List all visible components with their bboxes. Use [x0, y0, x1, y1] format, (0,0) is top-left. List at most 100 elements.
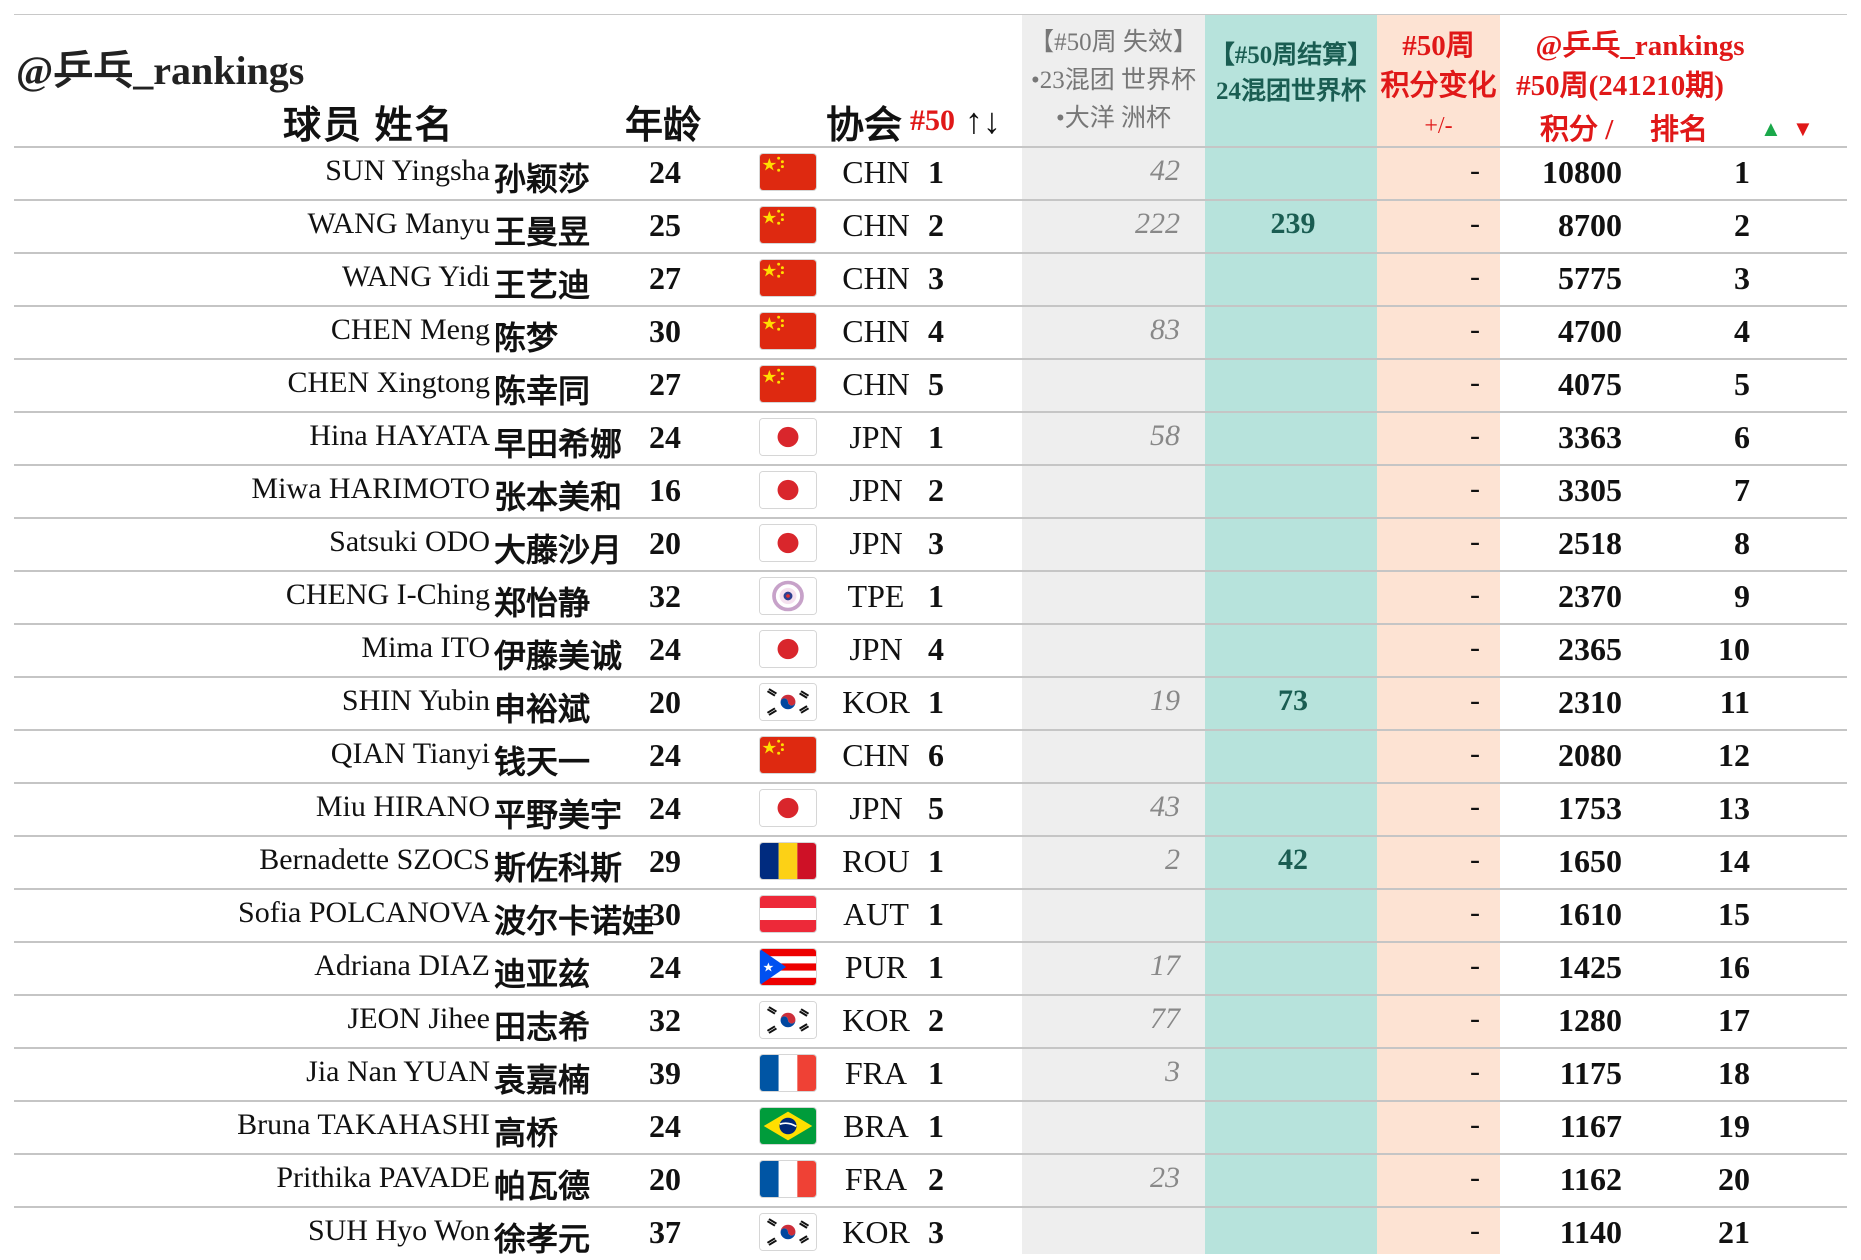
- world-rank: 10: [1718, 631, 1750, 667]
- table-row: Satsuki ODO 大藤沙月 20 JPN 3 - 2518 8: [0, 517, 1861, 570]
- expire-header-line: •大洋 洲杯: [1055, 105, 1171, 132]
- table-row: WANG Manyu 王曼昱 25 CHN 2 222 239-8700 2: [0, 199, 1861, 252]
- japan-flag-icon: [760, 525, 816, 561]
- world-rank: 6: [1734, 419, 1750, 455]
- table-row: SUN Yingsha 孙颖莎 24 CHN 1 42 - 10800 1: [0, 146, 1861, 199]
- ranking-points: 8700: [1558, 207, 1622, 243]
- player-name: Prithika PAVADE: [276, 1161, 490, 1194]
- player-name-cn: 帕瓦德: [494, 1168, 591, 1204]
- association-rank: 2: [928, 207, 944, 243]
- player-name: JEON Jihee: [347, 1002, 490, 1035]
- association-rank: 1: [928, 1055, 944, 1091]
- player-name-cn: 波尔卡诺娃: [494, 903, 655, 939]
- player-age: 24: [649, 154, 681, 190]
- points-change: -: [1470, 1214, 1480, 1247]
- table-row: QIAN Tianyi 钱天一 24 CHN 6 - 2080 12: [0, 729, 1861, 782]
- points-change: -: [1470, 366, 1480, 399]
- world-rank: 7: [1734, 472, 1750, 508]
- expire-header-line: 【#50周 失效】: [1029, 29, 1198, 56]
- points-change: -: [1470, 790, 1480, 823]
- source-handle: @乒乓_rankings: [16, 48, 305, 93]
- player-name-cn: 陈梦: [494, 320, 559, 356]
- table-row: Miwa HARIMOTO 张本美和 16 JPN 2 - 3305 7: [0, 464, 1861, 517]
- player-name-cn: 早田希娜: [494, 426, 623, 462]
- expiring-points: 222: [1135, 207, 1180, 240]
- player-age: 30: [649, 313, 681, 349]
- ranking-points: 1140: [1559, 1214, 1622, 1250]
- association-code: JPN: [849, 472, 903, 508]
- age-header: 年龄: [625, 105, 702, 147]
- settled-points: 42: [1278, 843, 1308, 876]
- table-row: CHENG I-Ching 郑怡静 32 TPE 1 - 2370 9: [0, 570, 1861, 623]
- points-change: -: [1470, 313, 1480, 346]
- points-change: -: [1470, 896, 1480, 929]
- association-code: CHN: [842, 737, 910, 773]
- chinese-taipei-flag-icon: [760, 578, 816, 614]
- player-age: 24: [649, 790, 681, 826]
- ranking-table: SUN Yingsha 孙颖莎 24 CHN 1 42-10800 1 WANG Manyu…: [0, 146, 1861, 1259]
- player-name: SHIN Yubin: [341, 684, 490, 717]
- world-rank: 21: [1718, 1214, 1750, 1250]
- player-name: Bernadette SZOCS: [259, 843, 490, 876]
- association-rank: 1: [928, 578, 944, 614]
- japan-flag-icon: [760, 472, 816, 508]
- ranking-points: 1610: [1558, 896, 1622, 932]
- ranking-points: 4075: [1558, 366, 1622, 402]
- table-row: SHIN Yubin 申裕斌 20 KOR 1 19 73 - 2310 11: [0, 676, 1861, 729]
- ranking-points: 3305: [1558, 472, 1622, 508]
- player-name-cn: 郑怡静: [494, 585, 591, 621]
- world-rank: 14: [1718, 843, 1750, 879]
- player-name: QIAN Tianyi: [330, 737, 490, 770]
- player-age: 20: [649, 684, 681, 720]
- world-rank: 8: [1734, 525, 1750, 561]
- player-name-cn: 陈幸同: [494, 373, 591, 409]
- table-row: Sofia POLCANOVA 波尔卡诺娃 30 AUT 1 - 1610 15: [0, 888, 1861, 941]
- world-rank: 5: [1734, 366, 1750, 402]
- table-row: SUH Hyo Won 徐孝元 37 KOR 3 - 1140 21: [0, 1206, 1861, 1259]
- rank-up-icon: ▲: [1760, 116, 1782, 141]
- ranking-points: 2370: [1558, 578, 1622, 614]
- player-name: Sofia POLCANOVA: [238, 896, 490, 929]
- table-row: WANG Yidi 王艺迪 27 CHN 3 - 5775 3: [0, 252, 1861, 305]
- settled-points: 73: [1278, 684, 1308, 717]
- player-name-cn: 王曼昱: [494, 214, 591, 250]
- player-name: Miu HIRANO: [315, 790, 490, 823]
- player-name: Miwa HARIMOTO: [251, 472, 490, 505]
- points-change: -: [1470, 949, 1480, 982]
- ranking-points: 1167: [1559, 1108, 1622, 1144]
- points-change: -: [1470, 1002, 1480, 1035]
- player-name-cn: 钱天一: [494, 744, 591, 780]
- points-change: -: [1470, 525, 1480, 558]
- settle-header-line: 24混团世界杯: [1215, 78, 1366, 105]
- player-name-cn: 迪亚兹: [494, 956, 591, 992]
- ranking-points: 2080: [1558, 737, 1622, 773]
- association-code: FRA: [844, 1055, 908, 1091]
- change-header-line: +/-: [1424, 113, 1453, 139]
- association-code: JPN: [849, 631, 903, 667]
- association-rank: 1: [928, 419, 944, 455]
- points-change: -: [1470, 154, 1480, 187]
- association-code: CHN: [842, 313, 910, 349]
- japan-flag-icon: [760, 790, 816, 826]
- japan-flag-icon: [760, 631, 816, 667]
- association-code: FRA: [844, 1161, 908, 1197]
- expiring-points: 17: [1150, 949, 1180, 982]
- world-rank: 3: [1734, 260, 1750, 296]
- points-change: -: [1470, 843, 1480, 876]
- association-rank: 3: [928, 260, 944, 296]
- player-name-cn: 伊藤美诚: [494, 638, 623, 674]
- player-age: 20: [649, 1161, 681, 1197]
- association-code: BRA: [843, 1108, 909, 1144]
- ranking-points: 2310: [1558, 684, 1622, 720]
- association-code: AUT: [843, 896, 909, 932]
- table-row: Prithika PAVADE 帕瓦德 20 FRA 2 23 - 1162 20: [0, 1153, 1861, 1206]
- change-header: #50周 积分变化 +/-: [1377, 26, 1500, 146]
- player-name-cn: 大藤沙月: [494, 532, 623, 568]
- player-name: Adriana DIAZ: [314, 949, 490, 982]
- ranking-points: 2518: [1558, 525, 1622, 561]
- change-header-line: 积分变化: [1380, 70, 1497, 102]
- player-name: Hina HAYATA: [309, 419, 490, 452]
- rank-header: 排名: [1650, 114, 1709, 146]
- world-rank: 15: [1718, 896, 1750, 932]
- player-name-cn: 高桥: [494, 1115, 559, 1151]
